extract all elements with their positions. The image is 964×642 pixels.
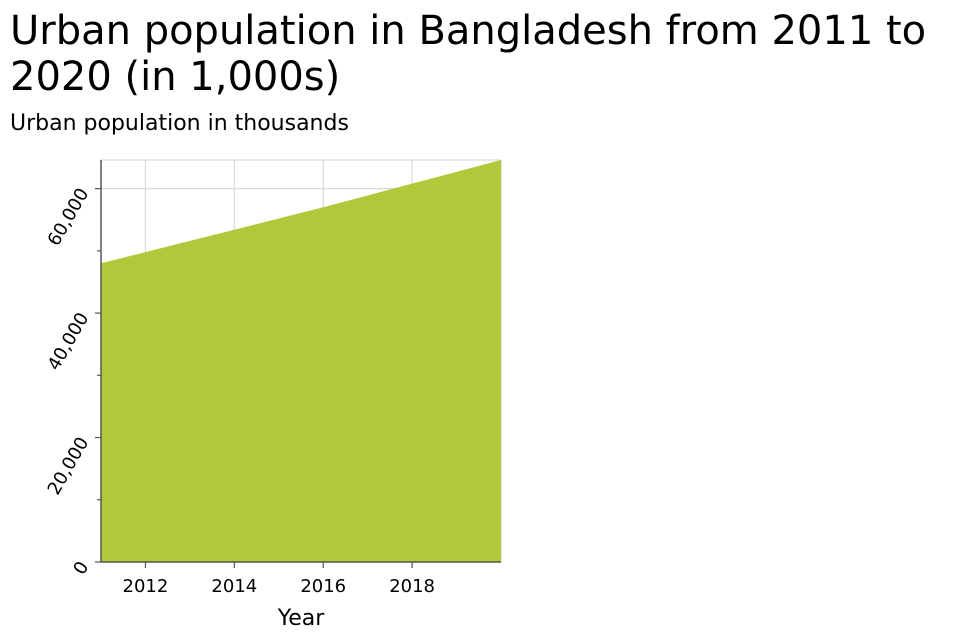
y-tick-label: 40,000 (44, 309, 94, 374)
x-tick-label: 2014 (211, 576, 257, 597)
axes (100, 160, 501, 563)
chart-subtitle: Urban population in thousands (10, 111, 349, 136)
y-tick-label: 0 (69, 558, 93, 578)
x-tick-label: 2016 (300, 576, 346, 597)
y-tick-label: 60,000 (44, 185, 94, 250)
chart-title: Urban population in Bangladesh from 2011… (10, 8, 927, 100)
x-axis-label: Year (277, 606, 326, 631)
x-tick-label: 2018 (389, 576, 435, 597)
x-tick-label: 2012 (123, 576, 169, 597)
y-tick-label: 20,000 (44, 434, 94, 499)
area-fill (101, 160, 501, 562)
y-axis-ticks: 0 20,000 40,000 60,000 (44, 185, 101, 578)
x-axis-ticks: 2012 2014 2016 2018 (123, 562, 435, 597)
area-series (101, 160, 501, 562)
